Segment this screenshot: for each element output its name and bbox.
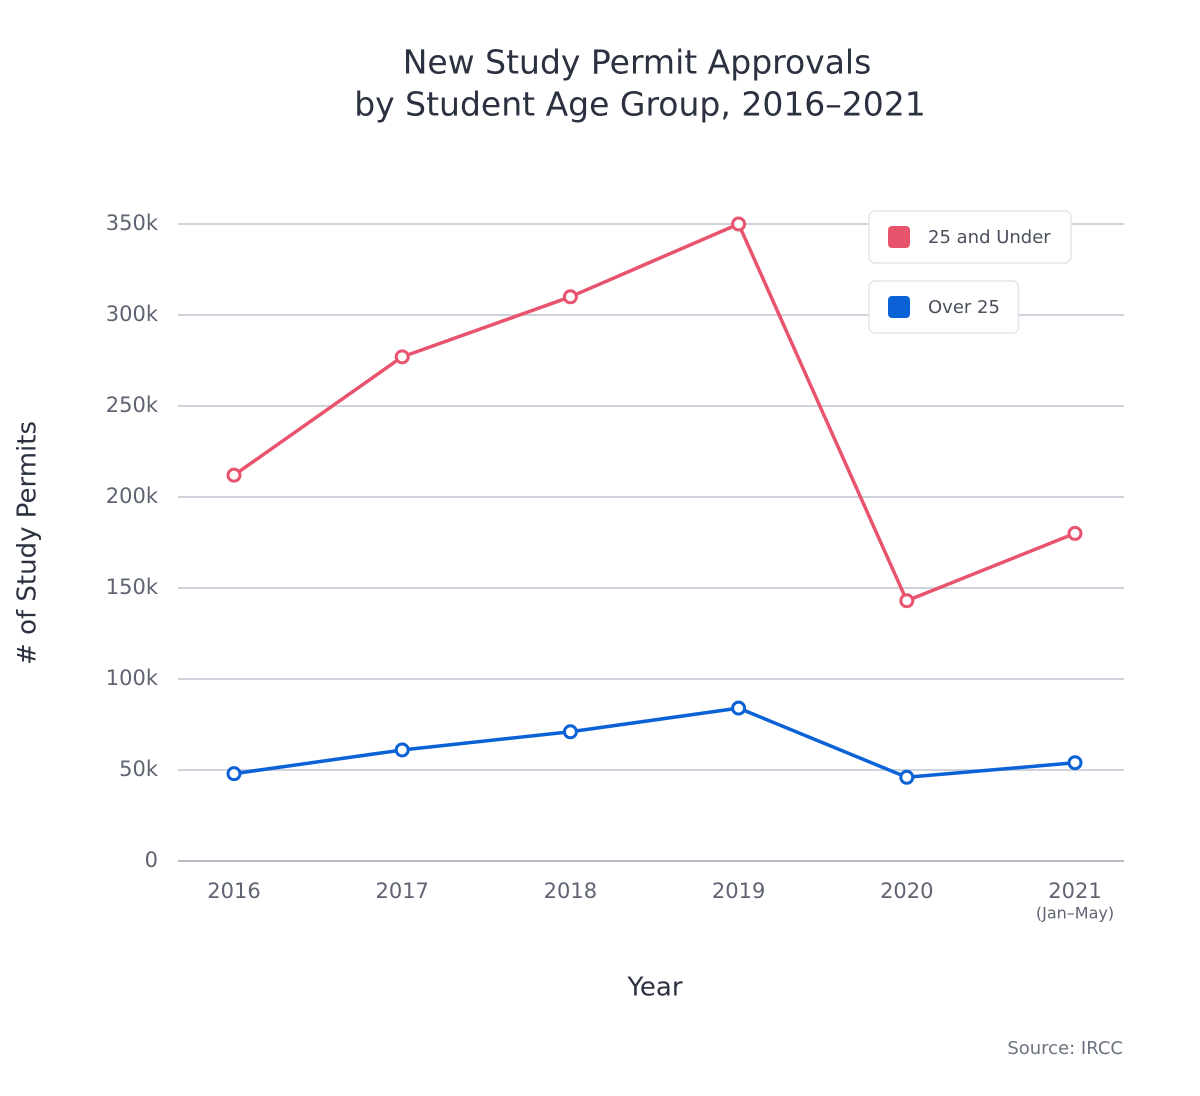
series-line xyxy=(233,706,1076,780)
data-point xyxy=(731,700,747,716)
y-tick-label: 100k xyxy=(106,666,159,690)
legend-label: 25 and Under xyxy=(928,227,1051,248)
y-tick-label: 0 xyxy=(145,848,158,872)
y-tick-label: 300k xyxy=(106,302,159,326)
y-tick-label: 350k xyxy=(106,211,159,235)
x-tick-label: 2016 xyxy=(207,879,260,903)
chart-title: New Study Permit Approvals xyxy=(403,43,872,82)
legend-swatch xyxy=(888,226,910,248)
data-point xyxy=(394,742,410,758)
data-point xyxy=(1067,525,1083,541)
chart-subtitle: by Student Age Group, 2016–2021 xyxy=(354,85,926,124)
y-tick-label: 250k xyxy=(106,393,159,417)
legend-swatch xyxy=(888,296,910,318)
legend-label: Over 25 xyxy=(928,297,1000,318)
source: Source: IRCC xyxy=(1007,1038,1123,1059)
data-point xyxy=(562,289,578,305)
y-axis-label: # of Study Permits xyxy=(13,421,43,665)
x-tick-label: 2018 xyxy=(544,879,597,903)
data-point xyxy=(899,769,915,785)
x-tick-label: 2021 xyxy=(1048,879,1101,903)
y-tick-label: 50k xyxy=(119,757,159,781)
x-tick-note: (Jan–May) xyxy=(1036,904,1114,923)
data-point xyxy=(226,467,242,483)
series-line xyxy=(232,222,1076,603)
data-point xyxy=(226,766,242,782)
x-tick-label: 2020 xyxy=(880,879,933,903)
y-tick-label: 200k xyxy=(106,484,159,508)
x-axis-label: Year xyxy=(626,973,682,1003)
data-point xyxy=(731,216,747,232)
data-point xyxy=(562,724,578,740)
data-point xyxy=(394,349,410,365)
x-tick-label: 2019 xyxy=(712,879,765,903)
data-point xyxy=(899,593,915,609)
legend-box xyxy=(868,280,1020,334)
legend-box xyxy=(868,210,1072,264)
data-point xyxy=(1067,755,1083,771)
x-tick-label: 2017 xyxy=(375,879,428,903)
y-tick-label: 150k xyxy=(106,575,159,599)
